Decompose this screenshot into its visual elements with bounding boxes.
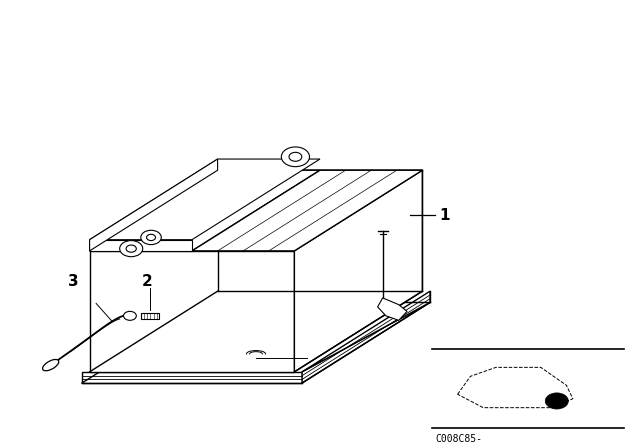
Circle shape [141,230,161,245]
Polygon shape [141,313,159,319]
Text: 1: 1 [440,207,450,223]
Circle shape [124,311,136,320]
Polygon shape [90,251,294,372]
Text: C008C85-: C008C85- [435,434,482,444]
Polygon shape [302,291,430,372]
Circle shape [545,393,568,409]
Polygon shape [90,159,218,251]
Polygon shape [90,170,422,251]
Polygon shape [192,170,422,251]
Polygon shape [302,302,430,383]
Polygon shape [90,240,192,251]
Circle shape [126,245,136,252]
Polygon shape [82,372,302,383]
Ellipse shape [43,359,59,371]
Polygon shape [294,170,422,372]
Polygon shape [90,170,320,251]
Circle shape [147,234,156,241]
Circle shape [282,147,310,167]
Text: 3: 3 [68,274,79,289]
Text: 2: 2 [142,274,152,289]
Circle shape [120,241,143,257]
Circle shape [289,152,302,161]
Polygon shape [378,298,407,320]
Polygon shape [90,159,320,240]
